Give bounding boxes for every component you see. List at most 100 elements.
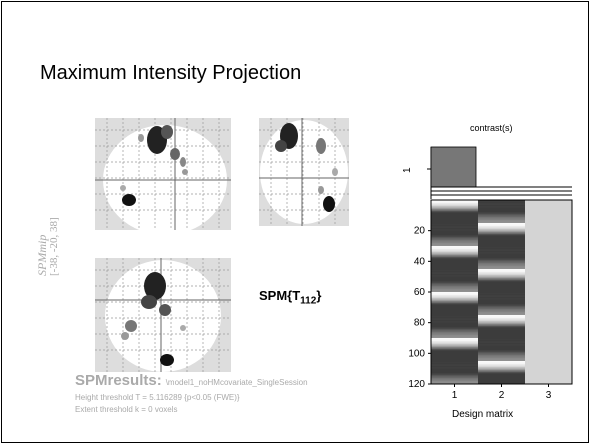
design-cell bbox=[478, 293, 525, 296]
design-cell bbox=[525, 354, 572, 357]
design-cell bbox=[431, 319, 478, 322]
design-cell bbox=[478, 236, 525, 239]
design-cell bbox=[478, 258, 525, 261]
design-cell bbox=[478, 347, 525, 350]
design-cell bbox=[431, 239, 478, 242]
design-cell bbox=[431, 293, 478, 296]
design-cell bbox=[478, 311, 525, 314]
design-cell bbox=[525, 359, 572, 362]
design-cell bbox=[478, 328, 525, 331]
design-cell bbox=[431, 270, 478, 273]
design-cell bbox=[478, 262, 525, 265]
design-cell bbox=[478, 379, 525, 382]
design-cell bbox=[525, 210, 572, 213]
design-cell bbox=[431, 371, 478, 374]
design-cell bbox=[525, 226, 572, 228]
design-cell bbox=[478, 239, 525, 242]
design-xtick-label: 1 bbox=[452, 390, 458, 401]
mip-label-coords: [-38, -20, 38] bbox=[48, 217, 60, 276]
design-cell bbox=[525, 364, 572, 366]
design-cell bbox=[478, 282, 525, 285]
design-cell bbox=[431, 311, 478, 314]
design-cell bbox=[525, 241, 572, 244]
design-cell bbox=[525, 287, 572, 290]
design-cell bbox=[431, 238, 478, 241]
design-cell bbox=[525, 328, 572, 331]
design-cell bbox=[525, 339, 572, 342]
design-cell bbox=[431, 269, 478, 271]
design-cell bbox=[431, 302, 478, 305]
design-cell bbox=[478, 330, 525, 333]
design-cell bbox=[431, 370, 478, 373]
design-cell bbox=[478, 310, 525, 313]
design-cell bbox=[431, 367, 478, 369]
design-cell bbox=[431, 359, 478, 362]
design-cell bbox=[525, 246, 572, 248]
mip-label-name: SPMmip bbox=[35, 234, 49, 276]
design-cell bbox=[431, 331, 478, 334]
design-cell bbox=[478, 267, 525, 270]
design-cell bbox=[431, 316, 478, 319]
design-cell bbox=[525, 223, 572, 225]
design-cell bbox=[478, 246, 525, 248]
design-cell bbox=[431, 344, 478, 346]
results-file: \model1_noHMcovariate_SingleSession bbox=[165, 378, 308, 387]
design-cell bbox=[431, 362, 478, 365]
design-cell bbox=[431, 348, 478, 351]
design-cell bbox=[478, 249, 525, 251]
design-cell bbox=[525, 302, 572, 305]
design-cell bbox=[478, 301, 525, 304]
design-cell bbox=[431, 298, 478, 300]
design-cell bbox=[478, 353, 525, 356]
design-cell bbox=[525, 342, 572, 345]
design-cell bbox=[525, 356, 572, 359]
mip-sagittal bbox=[95, 118, 231, 230]
design-ytick-label: 60 bbox=[414, 287, 426, 298]
design-cell bbox=[431, 201, 478, 204]
stat-title-end: } bbox=[316, 288, 322, 303]
design-ytick-label: 100 bbox=[408, 348, 425, 359]
design-cell bbox=[478, 226, 525, 228]
design-cell bbox=[478, 209, 525, 212]
design-cell bbox=[431, 328, 478, 331]
design-cell bbox=[478, 327, 525, 330]
design-cell bbox=[478, 307, 525, 310]
design-cell bbox=[478, 204, 525, 207]
design-cell bbox=[431, 373, 478, 376]
design-cell bbox=[525, 279, 572, 282]
design-cell bbox=[478, 354, 525, 357]
design-cell bbox=[525, 230, 572, 233]
design-cell bbox=[525, 235, 572, 238]
activation-blobs bbox=[275, 123, 338, 212]
design-cell bbox=[525, 238, 572, 241]
design-cell bbox=[525, 377, 572, 380]
design-cell bbox=[525, 347, 572, 350]
design-cell bbox=[525, 318, 572, 320]
design-ytick-label: 80 bbox=[414, 318, 426, 329]
design-cell bbox=[431, 308, 478, 311]
design-cell bbox=[525, 376, 572, 379]
design-cell bbox=[431, 221, 478, 224]
design-cell bbox=[525, 272, 572, 274]
design-cell bbox=[431, 313, 478, 316]
design-cell bbox=[525, 298, 572, 300]
design-ytick-label: 20 bbox=[414, 226, 426, 237]
design-cell bbox=[525, 321, 572, 323]
mip-axial bbox=[95, 258, 231, 372]
design-cell bbox=[478, 247, 525, 250]
extent-threshold: Extent threshold k = 0 voxels bbox=[75, 405, 178, 414]
design-cell bbox=[525, 305, 572, 308]
design-cell bbox=[431, 379, 478, 382]
design-cell bbox=[431, 203, 478, 205]
design-cell bbox=[431, 295, 478, 297]
design-cell bbox=[525, 270, 572, 273]
design-cell bbox=[431, 223, 478, 225]
design-cell bbox=[478, 364, 525, 366]
design-cell bbox=[431, 258, 478, 261]
design-cell bbox=[525, 379, 572, 382]
design-cell bbox=[478, 298, 525, 300]
design-cell bbox=[478, 299, 525, 302]
design-cell bbox=[478, 342, 525, 345]
design-cell bbox=[431, 351, 478, 354]
design-cell bbox=[478, 376, 525, 379]
